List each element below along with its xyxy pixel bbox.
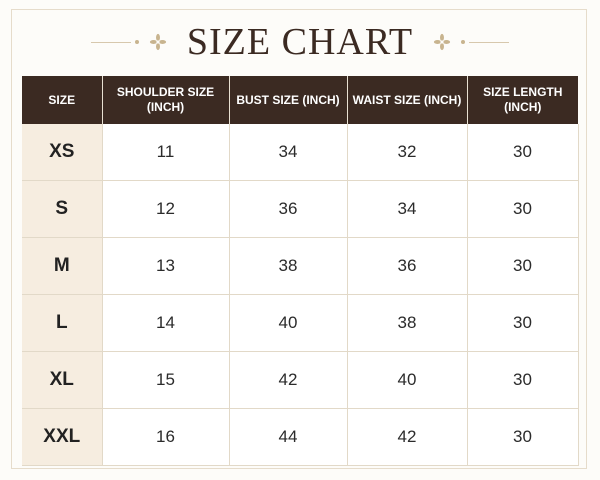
table-cell: 44 bbox=[229, 408, 348, 466]
table-cell: 13 bbox=[102, 237, 230, 295]
ornament-dot bbox=[461, 40, 466, 44]
page-title: SIZE CHART bbox=[186, 21, 414, 63]
table-cell: 14 bbox=[102, 294, 230, 352]
table-cell: 36 bbox=[229, 180, 348, 238]
table-cell: 40 bbox=[229, 294, 348, 352]
table-cell: 30 bbox=[467, 294, 579, 352]
ornament-dot bbox=[134, 40, 139, 44]
table-row: XL 15 42 40 30 bbox=[22, 351, 579, 409]
flower-ornament-icon bbox=[434, 33, 451, 51]
table-cell: 15 bbox=[102, 351, 230, 409]
table-cell: 32 bbox=[347, 124, 468, 181]
size-cell: M bbox=[22, 237, 103, 295]
table-cell: 30 bbox=[467, 237, 579, 295]
title-row: SIZE CHART bbox=[0, 18, 600, 66]
size-cell: XL bbox=[22, 351, 103, 409]
column-header-bust: BUST SIZE (INCH) bbox=[229, 76, 348, 124]
page-frame bbox=[11, 9, 587, 469]
size-chart-table: SIZE SHOULDER SIZE (INCH) BUST SIZE (INC… bbox=[22, 76, 579, 466]
size-cell: XXL bbox=[22, 408, 103, 466]
table-row: XXL 16 44 42 30 bbox=[22, 408, 579, 466]
table-cell: 12 bbox=[102, 180, 230, 238]
table-cell: 30 bbox=[467, 351, 579, 409]
table-cell: 34 bbox=[347, 180, 468, 238]
table-row: L 14 40 38 30 bbox=[22, 294, 579, 352]
table-cell: 38 bbox=[347, 294, 468, 352]
table-row: XS 11 34 32 30 bbox=[22, 124, 579, 181]
table-cell: 30 bbox=[467, 408, 579, 466]
table-row: S 12 36 34 30 bbox=[22, 180, 579, 238]
table-cell: 42 bbox=[347, 408, 468, 466]
table-cell: 16 bbox=[102, 408, 230, 466]
table-cell: 11 bbox=[102, 124, 230, 181]
right-ornament bbox=[427, 33, 510, 51]
table-cell: 40 bbox=[347, 351, 468, 409]
table-header-row: SIZE SHOULDER SIZE (INCH) BUST SIZE (INC… bbox=[22, 76, 578, 124]
ornament-line bbox=[90, 41, 131, 43]
table-cell: 36 bbox=[347, 237, 468, 295]
table-cell: 30 bbox=[467, 180, 579, 238]
table-cell: 42 bbox=[229, 351, 348, 409]
size-cell: L bbox=[22, 294, 103, 352]
column-header-shoulder: SHOULDER SIZE (INCH) bbox=[102, 76, 230, 124]
flower-ornament-icon bbox=[149, 33, 166, 51]
column-header-waist: WAIST SIZE (INCH) bbox=[347, 76, 468, 124]
table-cell: 34 bbox=[229, 124, 348, 181]
table-cell: 30 bbox=[467, 124, 579, 181]
ornament-line bbox=[469, 41, 510, 43]
size-cell: XS bbox=[22, 124, 103, 181]
table-row: M 13 38 36 30 bbox=[22, 237, 579, 295]
size-cell: S bbox=[22, 180, 103, 238]
column-header-size: SIZE bbox=[22, 76, 103, 124]
table-cell: 38 bbox=[229, 237, 348, 295]
left-ornament bbox=[90, 33, 173, 51]
column-header-length: SIZE LENGTH (INCH) bbox=[467, 76, 578, 124]
